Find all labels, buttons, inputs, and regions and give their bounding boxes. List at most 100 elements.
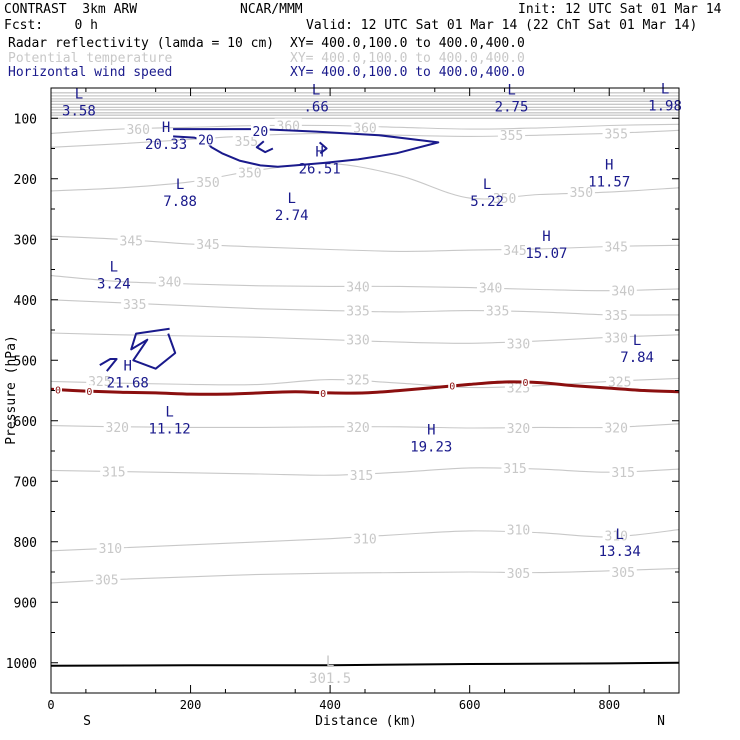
extremum-value-4: 20.33	[145, 137, 187, 153]
theta-label-360-bg	[274, 118, 302, 132]
x-end-label-north: N	[657, 714, 665, 729]
theta-label-315: 315	[102, 466, 125, 481]
theta-label-325-bg	[344, 372, 372, 386]
extremum-value-0: 3.58	[62, 103, 96, 119]
theta-label-360-bg	[124, 122, 152, 136]
x-tick-label-200: 200	[180, 698, 202, 712]
theta-label-355: 355	[235, 135, 258, 150]
extremum-L-12: L	[633, 333, 641, 349]
reflectivity-label-0: 0	[320, 389, 326, 400]
extremum-L-3: L	[661, 81, 669, 97]
x-axis-label: Distance (km)	[315, 714, 417, 729]
theta-label-345-bg	[501, 243, 529, 257]
theta-label-310: 310	[99, 542, 122, 557]
theta-label-335-bg	[344, 303, 372, 317]
extremum-L-7: L	[176, 177, 184, 193]
theta-label-345: 345	[503, 244, 526, 259]
theta-label-345-bg	[194, 237, 222, 251]
theta-label-360: 360	[126, 123, 149, 138]
theta-label-315-bg	[347, 468, 376, 482]
theta-label-340: 340	[611, 285, 634, 300]
extremum-value-11: 3.24	[97, 276, 131, 292]
extremum-value-15: 19.23	[410, 440, 452, 456]
extremum-value-10: 15.07	[525, 246, 567, 262]
theta-label-325-bg	[606, 374, 634, 388]
theta-label-305: 305	[507, 567, 530, 582]
extremum-L-8: L	[288, 191, 296, 207]
theta-label-335-bg	[483, 303, 512, 317]
theta-label-345: 345	[196, 238, 219, 253]
theta-label-355: 355	[604, 127, 627, 142]
theta-label-340-bg	[609, 283, 637, 297]
extremum-H-4: H	[162, 120, 170, 136]
theta-label-350-bg	[236, 165, 264, 179]
theta-label-325: 325	[88, 375, 111, 390]
theta-label-320-bg	[504, 421, 533, 435]
y-tick-label-500: 500	[14, 354, 37, 369]
theta-label-320-bg	[602, 420, 630, 434]
theta-label-355: 355	[500, 129, 523, 144]
x-tick-label-0: 0	[47, 698, 54, 712]
theta-label-345-bg	[602, 239, 630, 253]
extremum-value-8: 2.74	[275, 208, 309, 224]
theta-label-310-bg	[504, 522, 533, 536]
wind-contour-20-1-1	[99, 358, 118, 372]
theta-label-340-bg	[156, 274, 184, 288]
theta-label-330-bg	[602, 330, 630, 344]
theta-label-325: 325	[346, 374, 369, 389]
wind-contour-20-1-0	[130, 327, 177, 370]
extremum-value-14: 11.12	[149, 422, 191, 438]
wind-label-20: 20	[253, 125, 269, 140]
extremum-value-1: .66	[304, 100, 329, 116]
extremum-L-14: L	[165, 405, 173, 421]
theta-label-315-bg	[609, 465, 637, 479]
reflectivity-label-0: 0	[522, 378, 528, 389]
extremum-L-1: L	[312, 83, 320, 99]
y-tick-label-600: 600	[14, 415, 37, 430]
theta-label-350-bg	[490, 191, 519, 205]
y-tick-label-900: 900	[14, 596, 37, 611]
theta-label-310: 310	[507, 524, 530, 539]
theta-label-335-bg	[121, 296, 149, 310]
theta-label-315-bg	[100, 464, 128, 478]
reflectivity-label-0: 0	[449, 382, 455, 393]
field-wind-xy: XY= 400.0,100.0 to 400.0,400.0	[290, 65, 525, 80]
surface-layer	[50, 661, 680, 667]
theta-label-305-bg	[93, 572, 121, 586]
init-time: Init: 12 UTC Sat 01 Mar 14	[518, 2, 722, 17]
theta-label-320: 320	[106, 421, 129, 436]
extremum-value-6: 11.57	[588, 175, 630, 191]
theta-label-320-bg	[344, 419, 372, 433]
extremum-H-10: H	[542, 229, 550, 245]
theta-label-330: 330	[604, 331, 627, 346]
theta-label-335: 335	[346, 305, 369, 320]
theta-label-320: 320	[346, 421, 369, 436]
wind-contour-20-0-1	[255, 140, 274, 154]
model-title: CONTRAST 3km ARW	[4, 2, 138, 17]
reflectivity-label-bg	[85, 385, 94, 397]
theta-label-350: 350	[570, 186, 593, 201]
valid-time: Valid: 12 UTC Sat 01 Mar 14 (22 ChT Sat …	[306, 18, 698, 33]
theta-label-320: 320	[604, 421, 627, 436]
theta-label-315: 315	[503, 462, 526, 477]
theta-label-345: 345	[120, 234, 143, 249]
theta-label-320-bg	[103, 419, 131, 433]
extremum-H-15: H	[427, 423, 435, 439]
theta-label-340: 340	[346, 280, 369, 295]
x-end-label-south: S	[83, 714, 91, 729]
theta-label-325: 325	[608, 375, 631, 390]
theta-label-355-bg	[232, 134, 260, 148]
theta-label-325-bg	[86, 373, 114, 387]
theta-contour-345	[50, 235, 680, 252]
field-theta-name: Potential temperature	[8, 51, 173, 66]
y-tick-label-800: 800	[14, 536, 37, 551]
reflectivity-contour-0	[50, 380, 680, 396]
extremum-L-17: L	[326, 654, 334, 670]
theta-label-355-bg	[497, 128, 526, 142]
theta-label-310-bg	[96, 540, 124, 554]
y-tick-label-100: 100	[14, 112, 37, 127]
extremum-value-17: 301.5	[309, 671, 351, 687]
theta-label-350-bg	[567, 185, 595, 199]
